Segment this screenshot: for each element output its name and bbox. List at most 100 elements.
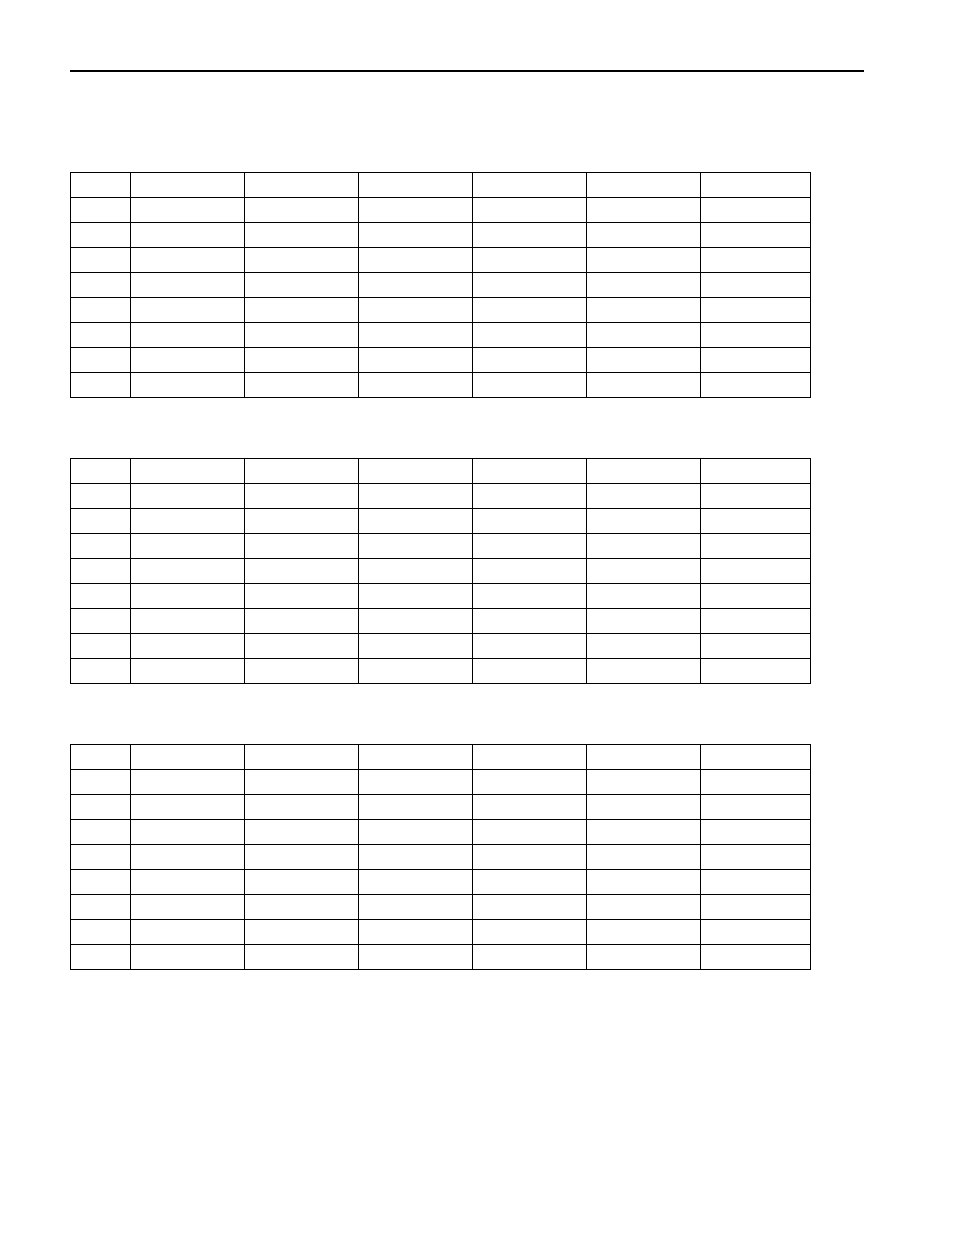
table-cell [473,634,587,659]
table-cell [131,223,245,248]
table-cell [701,373,811,398]
table-cell [473,248,587,273]
table-cell [473,559,587,584]
table-cell [131,870,245,895]
table-cell [701,198,811,223]
table-cell [701,534,811,559]
table-cell [587,845,701,870]
top-rule [70,70,864,72]
table-cell [359,348,473,373]
table-cell [245,820,359,845]
table-cell [587,745,701,770]
table-cell [71,248,131,273]
table-cell [587,534,701,559]
table-row [71,745,811,770]
table-cell [587,920,701,945]
table-cell [245,920,359,945]
table-row [71,223,811,248]
table-cell [245,248,359,273]
table-cell [701,584,811,609]
table-cell [359,945,473,970]
table-row [71,845,811,870]
table-cell [587,223,701,248]
table-row [71,895,811,920]
table-cell [71,795,131,820]
table-cell [71,223,131,248]
table-cell [587,248,701,273]
table-cell [587,273,701,298]
table-cell [131,795,245,820]
table-cell [473,820,587,845]
table-cell [587,634,701,659]
table-cell [71,348,131,373]
table-cell [359,173,473,198]
table-cell [359,870,473,895]
table-row [71,659,811,684]
table-cell [587,770,701,795]
table-cell [131,348,245,373]
table-cell [701,945,811,970]
table-cell [131,559,245,584]
table-cell [131,298,245,323]
table-cell [587,484,701,509]
table-cell [473,509,587,534]
table-row [71,534,811,559]
table-cell [359,584,473,609]
table-cell [71,559,131,584]
table-cell [473,173,587,198]
table-row [71,609,811,634]
table-cell [245,945,359,970]
table-cell [71,920,131,945]
table-row [71,584,811,609]
table-cell [131,198,245,223]
table-cell [701,634,811,659]
table-cell [359,820,473,845]
table-row [71,945,811,970]
table-cell [701,298,811,323]
table-cell [701,770,811,795]
table-row [71,770,811,795]
table-cell [131,323,245,348]
data-table-1 [70,172,811,398]
page [0,0,954,1235]
table-cell [701,895,811,920]
table-cell [245,609,359,634]
table-cell [587,945,701,970]
table-cell [245,298,359,323]
table-cell [359,609,473,634]
table-cell [473,745,587,770]
table-cell [131,509,245,534]
table-cell [71,609,131,634]
table-cell [587,198,701,223]
table-cell [701,484,811,509]
table-cell [71,173,131,198]
table-cell [245,348,359,373]
table-cell [359,373,473,398]
table-cell [71,895,131,920]
table-cell [473,609,587,634]
table-cell [71,534,131,559]
table-cell [245,509,359,534]
table-cell [473,484,587,509]
table-cell [245,223,359,248]
table-cell [359,534,473,559]
table-row [71,509,811,534]
table-row [71,559,811,584]
table-cell [359,845,473,870]
table-cell [131,845,245,870]
table-cell [701,659,811,684]
table-cell [473,584,587,609]
table-cell [359,484,473,509]
table-cell [131,820,245,845]
table-cell [359,659,473,684]
table-cell [587,795,701,820]
table-cell [701,795,811,820]
table-cell [701,348,811,373]
table-cell [587,348,701,373]
table-cell [71,945,131,970]
table-cell [245,198,359,223]
table-cell [71,634,131,659]
table-cell [701,223,811,248]
table-cell [587,870,701,895]
table-cell [71,845,131,870]
